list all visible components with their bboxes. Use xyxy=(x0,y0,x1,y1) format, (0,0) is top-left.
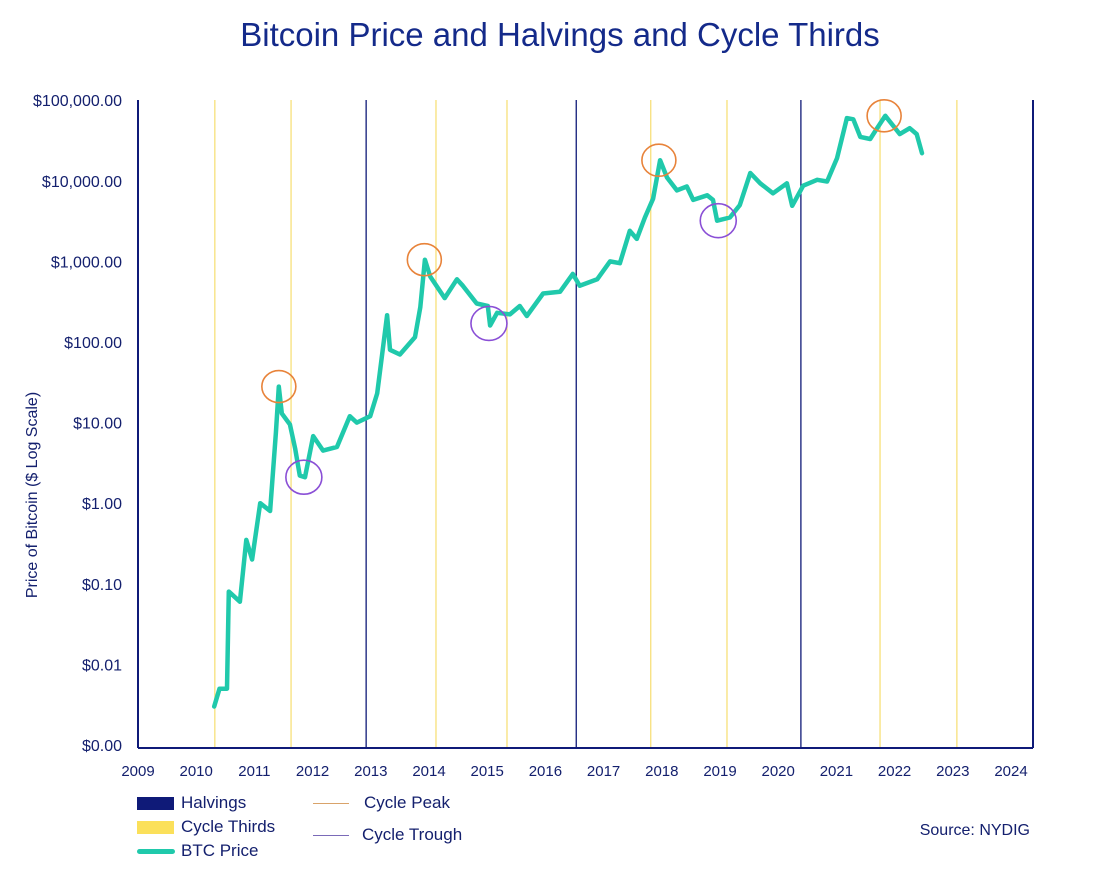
y-tick-label: $0.10 xyxy=(82,577,122,594)
y-tick-label: $100.00 xyxy=(64,335,122,352)
btc-price-swatch xyxy=(137,848,175,854)
x-tick-label: 2009 xyxy=(121,763,154,780)
x-tick-label: 2021 xyxy=(820,763,853,780)
y-tick-label: $1.00 xyxy=(82,496,122,513)
source-note: Source: NYDIG xyxy=(919,822,1030,839)
cycle-trough-marker xyxy=(285,459,323,496)
x-tick-label: 2016 xyxy=(529,763,562,780)
x-tick-label: 2013 xyxy=(354,763,387,780)
legend-btc-price-label: BTC Price xyxy=(181,841,259,860)
cycle-trough-marker xyxy=(470,305,508,342)
cycle-thirds-swatch xyxy=(137,820,174,834)
axes: $0.00 $0.01 $0.10 $1.00 $10.00 $100.00 $1,000.… xyxy=(33,93,1034,780)
vertical-lines xyxy=(214,100,958,748)
halvings-swatch xyxy=(137,796,174,810)
cycle-peak-marker xyxy=(406,242,443,277)
legend-cycle-thirds-label: Cycle Thirds xyxy=(181,817,276,836)
x-tick-label: 2014 xyxy=(412,763,445,780)
legend-cycle-thirds: Cycle Thirds xyxy=(137,817,275,837)
cycle-peak-marker xyxy=(261,369,297,404)
x-tick-label: 2011 xyxy=(238,763,270,780)
x-tick-label: 2015 xyxy=(471,763,504,780)
x-tick-label: 2023 xyxy=(936,763,969,780)
y-tick-label: $100,000.00 xyxy=(33,93,122,110)
legend-cycle-peak-label: Cycle Peak xyxy=(364,793,450,812)
y-tick-label: $10,000.00 xyxy=(42,174,122,191)
y-tick-label: $0.01 xyxy=(82,657,122,674)
cycle-peak-marker xyxy=(641,143,677,178)
x-tick-label: 2017 xyxy=(587,763,620,780)
legend-cycle-trough-label: Cycle Trough xyxy=(362,825,463,844)
legend-cycle-peak: Cycle Peak xyxy=(313,793,450,813)
legend-halvings: Halvings xyxy=(137,793,246,813)
x-tick-label: 2022 xyxy=(878,763,911,780)
cycle-trough-swatch xyxy=(313,834,349,836)
y-tick-label: $0.00 xyxy=(82,738,122,755)
x-tick-label: 2012 xyxy=(296,763,329,780)
y-tick-label: $10.00 xyxy=(73,416,122,433)
legend-btc-price: BTC Price xyxy=(137,841,258,861)
x-tick-label: 2024 xyxy=(994,763,1027,780)
x-tick-label: 2018 xyxy=(645,763,678,780)
legend-cycle-trough: Cycle Trough xyxy=(313,825,462,845)
chart-title: Bitcoin Price and Halvings and Cycle Thi… xyxy=(240,16,880,53)
series-layer xyxy=(211,113,925,709)
cycle-peak-swatch xyxy=(313,802,349,804)
cycle-markers xyxy=(261,99,902,496)
btc-price-line xyxy=(211,113,925,709)
cycle-trough-marker xyxy=(699,202,738,239)
x-tick-label: 2019 xyxy=(703,763,736,780)
legend-halvings-label: Halvings xyxy=(181,793,247,812)
cycle-peak-marker xyxy=(866,99,902,133)
y-tick-label: $1,000.00 xyxy=(51,254,122,271)
x-tick-label: 2010 xyxy=(180,763,213,780)
y-axis-label: Price of Bitcoin ($ Log Scale) xyxy=(24,392,41,598)
x-tick-label: 2020 xyxy=(762,763,795,780)
